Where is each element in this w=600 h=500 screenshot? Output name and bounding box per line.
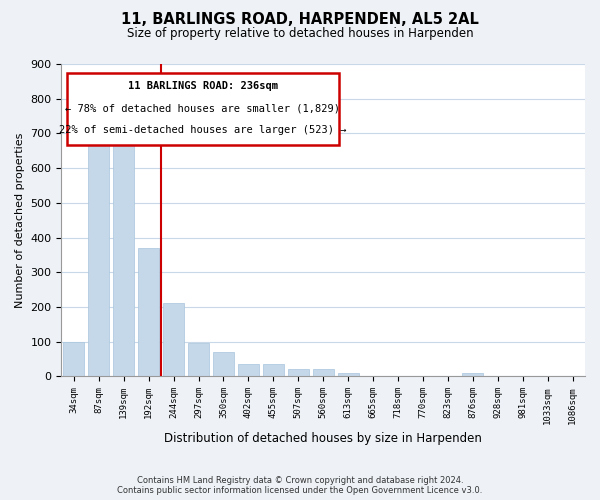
- Bar: [113, 134, 134, 376]
- Bar: [263, 364, 284, 376]
- Bar: [287, 370, 309, 376]
- Text: Size of property relative to detached houses in Harpenden: Size of property relative to detached ho…: [127, 28, 473, 40]
- Bar: [238, 364, 259, 376]
- Text: ← 78% of detached houses are smaller (1,829): ← 78% of detached houses are smaller (1,…: [65, 103, 340, 113]
- Bar: [213, 352, 234, 376]
- FancyBboxPatch shape: [67, 74, 339, 145]
- Bar: [313, 370, 334, 376]
- Bar: [462, 373, 484, 376]
- Bar: [338, 373, 359, 376]
- Bar: [88, 134, 109, 376]
- Bar: [188, 344, 209, 376]
- Text: 11 BARLINGS ROAD: 236sqm: 11 BARLINGS ROAD: 236sqm: [128, 81, 278, 91]
- Text: 22% of semi-detached houses are larger (523) →: 22% of semi-detached houses are larger (…: [59, 125, 347, 135]
- X-axis label: Distribution of detached houses by size in Harpenden: Distribution of detached houses by size …: [164, 432, 482, 445]
- Bar: [63, 342, 85, 376]
- Bar: [163, 304, 184, 376]
- Y-axis label: Number of detached properties: Number of detached properties: [15, 132, 25, 308]
- Bar: [138, 248, 159, 376]
- Text: 11, BARLINGS ROAD, HARPENDEN, AL5 2AL: 11, BARLINGS ROAD, HARPENDEN, AL5 2AL: [121, 12, 479, 28]
- Text: Contains HM Land Registry data © Crown copyright and database right 2024.
Contai: Contains HM Land Registry data © Crown c…: [118, 476, 482, 495]
